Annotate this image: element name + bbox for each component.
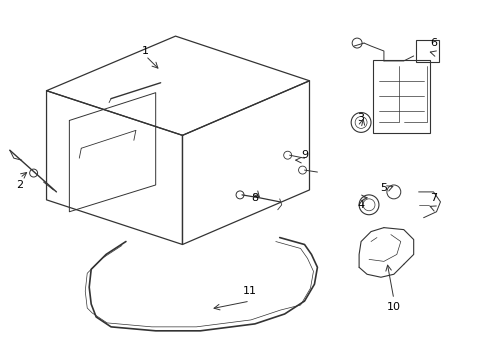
Text: 8: 8 xyxy=(251,193,258,203)
Text: 6: 6 xyxy=(429,38,436,48)
Text: 7: 7 xyxy=(429,193,436,203)
Text: 10: 10 xyxy=(386,302,400,312)
Text: 2: 2 xyxy=(16,180,23,190)
Text: 3: 3 xyxy=(357,113,364,123)
Text: 11: 11 xyxy=(243,286,256,296)
Text: 5: 5 xyxy=(380,183,386,193)
Text: 1: 1 xyxy=(142,46,149,56)
Text: 9: 9 xyxy=(300,150,307,160)
Text: 4: 4 xyxy=(357,200,364,210)
